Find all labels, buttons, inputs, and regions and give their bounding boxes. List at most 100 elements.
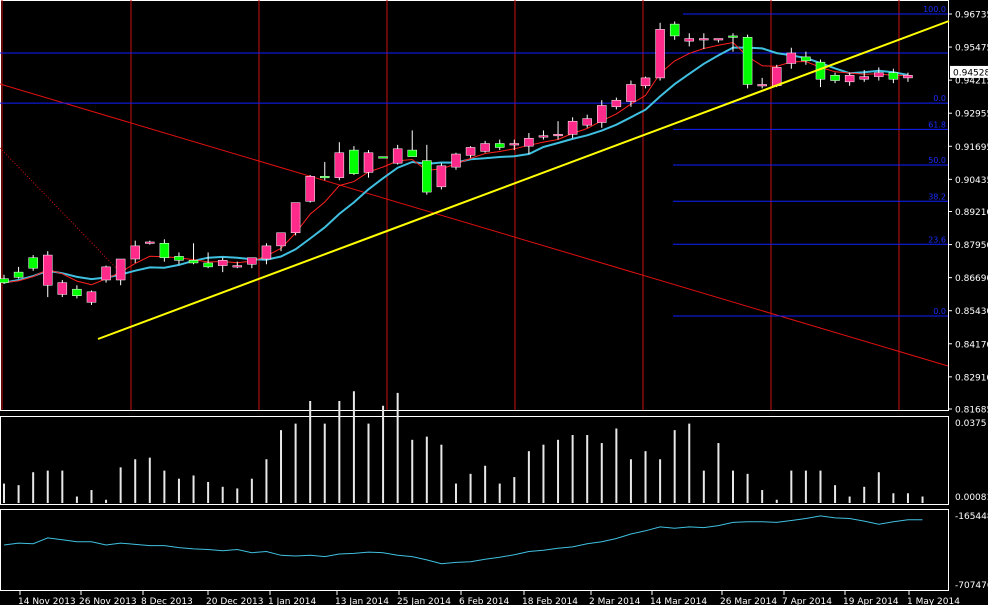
fib-label: 38.2: [928, 192, 946, 201]
candle-body: [13, 271, 24, 278]
date-tick-label: 26 Mar 2014: [720, 597, 777, 605]
candle-body: [830, 75, 840, 81]
candle-body: [844, 75, 855, 83]
panel-frames: [0, 0, 949, 591]
date-tick-label: 13 Jan 2014: [335, 597, 389, 605]
price-tick-label: 0.91695: [955, 143, 988, 153]
downtrend-line: [0, 83, 949, 367]
oscillator-panel: -165448 -707476: [3, 512, 988, 591]
candle-body: [247, 257, 257, 265]
candle-body: [115, 258, 126, 281]
candle-body: [465, 147, 476, 156]
candle-body: [0, 278, 9, 283]
candle-body: [713, 38, 724, 41]
candle-body: [786, 52, 797, 64]
histogram-panel: 0.0375 0.00081: [3, 391, 988, 503]
price-tick-label: 0.90435: [955, 176, 988, 186]
candle-body: [42, 254, 53, 286]
oscillator-tick-label: -165448: [955, 512, 988, 522]
oscillator-line: [3, 515, 923, 565]
candle-body: [407, 149, 417, 157]
fib-label: 0.0: [933, 94, 946, 103]
candle-body: [334, 152, 345, 178]
fib-label: 100.0: [923, 5, 946, 14]
candle-body: [859, 76, 869, 80]
candle-body: [392, 148, 403, 164]
candle-body: [597, 105, 607, 123]
candle-body: [203, 262, 213, 268]
candle-body: [480, 143, 490, 152]
candle-body: [436, 165, 447, 188]
candle-body: [626, 84, 636, 102]
candle-body: [524, 138, 534, 147]
candle-body: [611, 99, 622, 108]
candle-body: [422, 160, 432, 193]
price-tick-label: 0.96735: [955, 11, 988, 21]
current-price-label: 0.94528: [953, 68, 988, 78]
candle-body: [217, 260, 228, 266]
candle-body: [101, 266, 111, 281]
candle-body: [874, 72, 884, 77]
candle-body: [188, 260, 199, 264]
candle-body: [261, 245, 272, 260]
candle-body: [655, 29, 665, 79]
date-tick-label: 19 Apr 2014: [843, 597, 899, 605]
period-separators: [1, 0, 900, 410]
candle-body: [145, 241, 155, 244]
candle-body: [320, 176, 330, 179]
candle-body: [699, 38, 709, 41]
candle-body: [174, 256, 184, 261]
date-tick-label: 7 Apr 2014: [782, 597, 832, 605]
fib-label: 0.0: [933, 307, 946, 316]
date-tick-label: 8 Dec 2013: [141, 597, 193, 605]
candle-body: [742, 36, 753, 85]
candle-body: [757, 84, 767, 87]
date-tick-label: 20 Dec 2013: [206, 597, 264, 605]
date-tick-label: 25 Jan 2014: [397, 597, 451, 605]
fib-label: 50.0: [928, 156, 946, 165]
diagonal-lines: [0, 83, 949, 367]
candle-body: [494, 143, 505, 148]
candle-body: [130, 245, 140, 260]
price-tick-label: 0.95475: [955, 44, 988, 54]
price-tick-label: 0.81685: [955, 406, 988, 416]
date-axis: 14 Nov 2013 26 Nov 2013 8 Dec 2013 20 Dec 2…: [18, 591, 960, 605]
candle-body: [378, 156, 388, 159]
date-tick-label: 1 Jan 2014: [268, 597, 316, 605]
date-tick-label: 18 Feb 2014: [522, 597, 578, 605]
candle-body: [57, 282, 68, 295]
date-tick-label: 2 Mar 2014: [589, 597, 641, 605]
fib-label: 61.8: [928, 120, 946, 129]
candle-body: [553, 134, 563, 137]
candle-body: [349, 149, 359, 174]
candle-body: [509, 143, 520, 146]
histogram-tick-label: 0.00081: [955, 493, 988, 503]
candle-body: [305, 176, 315, 202]
candle-body: [728, 35, 738, 38]
candle-body: [72, 288, 82, 296]
candle-body: [290, 202, 301, 234]
candle-body: [276, 232, 286, 247]
date-tick-label: 1 May 2014: [907, 597, 960, 605]
candlesticks: [0, 21, 913, 305]
fibonacci-levels: 100.0 0.0 61.8 50.0 38.2 23.6 0.0: [0, 5, 948, 317]
date-tick-label: 14 Nov 2013: [18, 597, 76, 605]
candle-body: [771, 67, 782, 87]
candle-body: [538, 135, 549, 138]
yellow-trendline: [97, 20, 950, 340]
candle-body: [159, 243, 170, 258]
fib-label: 23.6: [928, 235, 946, 244]
date-tick-label: 26 Nov 2013: [79, 597, 137, 605]
candle-body: [888, 72, 899, 80]
price-tick-label: 0.94215: [955, 77, 988, 87]
candle-body: [684, 38, 695, 42]
candle-body: [451, 153, 461, 168]
